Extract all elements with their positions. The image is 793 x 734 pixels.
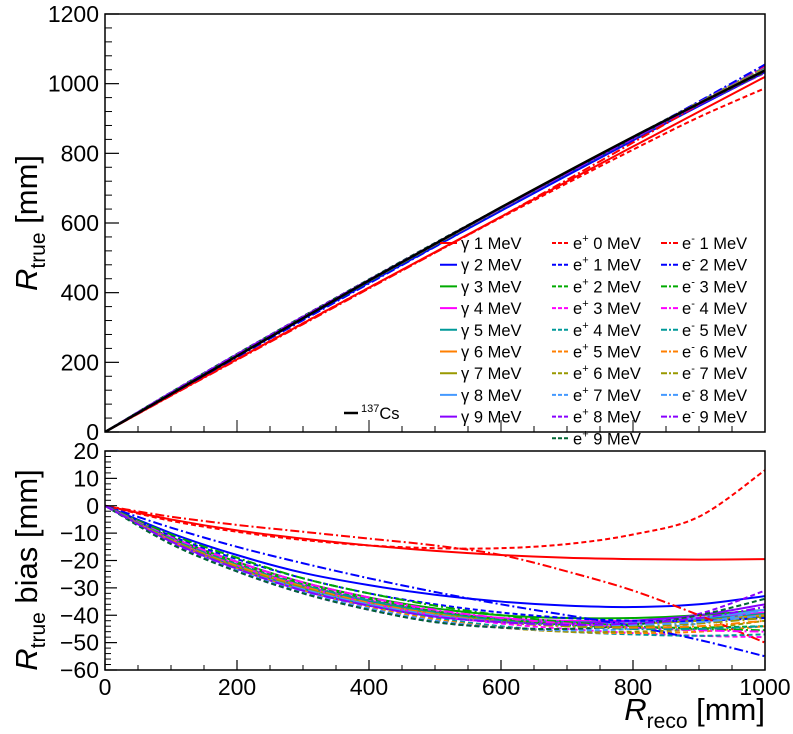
bottom-y-tick-label: 10 [73, 465, 99, 491]
bottom-line-eplus-6mev [105, 504, 765, 634]
legend-label-eminus-9: e- 9 MeV [682, 407, 747, 427]
bottom-line-eplus-1mev [105, 504, 765, 623]
legend-label-eminus-5: e- 5 MeV [682, 320, 747, 340]
legend-label-eminus-3: e- 3 MeV [682, 276, 747, 296]
legend-label-eminus-7: e- 7 MeV [682, 363, 747, 383]
top-y-tick-label: 0 [86, 419, 99, 445]
legend-label-eplus-4: e+ 4 MeV [573, 320, 641, 340]
bottom-x-tick-label: 200 [218, 674, 256, 700]
top-panel: 0 200 400 600 800 1000 1200 Rtrue [mm] γ 1 MeV… [9, 1, 766, 448]
top-y-axis-sub: true [27, 232, 50, 268]
cs137-label: 137Cs [361, 403, 400, 423]
bottom-line-eminus-2mev [105, 504, 765, 658]
cs137-sup: 137 [361, 403, 379, 415]
bottom-x-ticks: 0 200 400 600 800 1000 [99, 660, 791, 700]
bottom-plot-frame [104, 450, 766, 671]
top-line-gamma-1mev [105, 75, 765, 432]
x-axis-label: Rreco [mm] [624, 692, 765, 733]
bottom-y-tick-label: −60 [60, 657, 99, 683]
bottom-line-eplus-0mev [105, 469, 765, 550]
legend-label-eplus-1: e+ 1 MeV [573, 255, 641, 275]
bottom-y-tick-label: 0 [86, 493, 99, 519]
top-y-tick-label: 600 [61, 210, 99, 236]
bottom-y-tick-label: −50 [60, 630, 99, 656]
x-axis-main: R [624, 692, 646, 727]
bottom-y-tick-label: −20 [60, 548, 99, 574]
bottom-line-eminus-8mev [105, 504, 765, 627]
bottom-plot-lines [105, 469, 765, 658]
top-y-tick-label: 800 [61, 140, 99, 166]
bottom-line-eminus-1mev [105, 504, 765, 644]
top-plot-lines [105, 63, 765, 432]
bottom-y-tick-label: 20 [73, 438, 99, 464]
legend-label-gamma-4: γ 4 MeV [461, 300, 522, 318]
legend-label-eplus-0: e+ 0 MeV [573, 233, 641, 253]
legend-label-eplus-2: e+ 2 MeV [573, 276, 641, 296]
cs137-annotation: 137Cs [344, 403, 400, 423]
legend-label-gamma-8: γ 8 MeV [461, 387, 522, 405]
top-y-tick-label: 200 [61, 349, 99, 375]
top-line-cs137 [105, 69, 765, 432]
bottom-x-tick-label: 800 [614, 674, 652, 700]
top-line-eminus-1mev [105, 65, 765, 432]
bottom-y-tick-label: −10 [60, 520, 99, 546]
legend-label-eminus-2: e- 2 MeV [682, 255, 747, 275]
legend-label-eplus-3: e+ 3 MeV [573, 298, 641, 318]
bottom-line-eminus-9mev [105, 504, 765, 626]
bottom-line-eminus-7mev [105, 504, 765, 628]
legend-label-eplus-5: e+ 5 MeV [573, 342, 641, 362]
legend-label-gamma-6: γ 6 MeV [461, 344, 522, 362]
legend-label-eplus-6: e+ 6 MeV [573, 363, 641, 383]
top-y-tick-label: 1000 [48, 71, 99, 97]
bottom-x-tick-label: 600 [482, 674, 520, 700]
bottom-y-axis-unit: bias [mm] [9, 469, 44, 612]
bottom-x-tick-label: 1000 [739, 674, 790, 700]
legend-label-gamma-7: γ 7 MeV [461, 365, 522, 383]
top-line-eplus-0mev [105, 87, 765, 432]
bottom-y-axis-sub: true [27, 612, 50, 648]
bottom-y-tick-label: −30 [60, 575, 99, 601]
legend-label-eplus-8: e+ 8 MeV [573, 407, 641, 427]
legend-label-gamma-1: γ 1 MeV [461, 235, 522, 253]
bottom-x-tick-label: 400 [350, 674, 388, 700]
bottom-y-tick-label: −40 [60, 602, 99, 628]
legend-label-eminus-8: e- 8 MeV [682, 385, 747, 405]
legend-label-eplus-9: e+ 9 MeV [573, 428, 641, 448]
cs137-name: Cs [379, 405, 399, 423]
legend-label-gamma-5: γ 5 MeV [461, 322, 522, 340]
bottom-x-tick-label: 0 [99, 674, 112, 700]
bottom-line-eminus-5mev [105, 504, 765, 631]
bottom-line-gamma-1mev [105, 504, 765, 561]
bottom-y-axis-label: Rtrue bias [mm] [9, 469, 50, 671]
top-y-tick-label: 400 [61, 280, 99, 306]
x-axis-sub: reco [647, 710, 688, 733]
x-axis-unit: [mm] [688, 692, 766, 727]
top-line-eminus-2mev [105, 63, 765, 432]
bottom-y-axis-main: R [9, 648, 44, 670]
legend-label-eplus-7: e+ 7 MeV [573, 385, 641, 405]
top-y-axis-unit: [mm] [9, 155, 44, 233]
legend-label-gamma-9: γ 9 MeV [461, 409, 522, 427]
top-plot-frame [104, 13, 766, 433]
top-y-axis-main: R [9, 269, 44, 291]
bottom-line-gamma-3mev [105, 504, 765, 620]
bottom-line-gamma-2mev [105, 504, 765, 609]
bottom-line-eplus-5mev [105, 504, 765, 635]
legend: γ 1 MeV γ 2 MeV γ 3 MeV γ 4 MeV γ 5 MeV γ 6 M… [440, 233, 747, 448]
top-y-tick-label: 1200 [48, 1, 99, 27]
legend-label-eminus-1: e- 1 MeV [682, 233, 747, 253]
legend-label-eminus-6: e- 6 MeV [682, 342, 747, 362]
bottom-line-eplus-4mev [105, 504, 765, 637]
legend-label-eminus-4: e- 4 MeV [682, 298, 747, 318]
top-y-axis-label: Rtrue [mm] [9, 155, 50, 291]
legend-label-gamma-3: γ 3 MeV [461, 278, 522, 296]
top-y-ticks: 0 200 400 600 800 1000 1200 [48, 1, 766, 445]
legend-label-gamma-2: γ 2 MeV [461, 257, 522, 275]
